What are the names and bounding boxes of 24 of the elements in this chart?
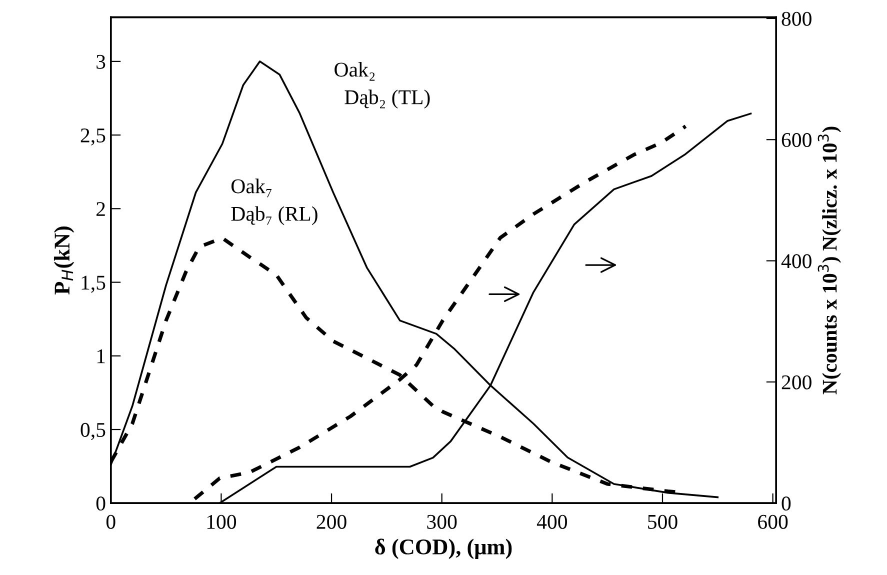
y-tick-label: 2,5 — [80, 128, 106, 146]
y-tick-label: 3 — [96, 54, 106, 69]
annotation: Oak₂ Dąb₂ (TL) — [334, 62, 430, 109]
x-tick-label: 300 — [427, 514, 457, 529]
y2-tick-label: 200 — [782, 375, 812, 390]
y-tick-label: 0 — [96, 496, 106, 511]
x-tick-label: 100 — [207, 514, 236, 529]
y2-tick-label: 400 — [781, 254, 812, 268]
x-tick-label: 200 — [316, 514, 346, 529]
x-tick-label: 500 — [648, 514, 678, 529]
annotation: Oak₇ Dąb₇ (RL) — [231, 178, 318, 226]
x-tick-label: 600 — [758, 514, 788, 529]
y-tick-label: 0,5 — [80, 422, 106, 440]
y2-tick-label: 600 — [782, 133, 812, 148]
y2-tick-label: 0 — [782, 496, 791, 511]
y2-axis-title: N(counts x 10$^{3}$) N(zlicz. x 10$^{3}$) — [818, 126, 842, 394]
y-tick-label: 1 — [97, 349, 105, 364]
x-axis-title: δ (COD), (μm) — [375, 538, 512, 559]
y-tick-label: 2 — [96, 202, 105, 216]
y-axis-title: P$_{H}$(kN) — [54, 226, 74, 294]
y-tick-label: 1,5 — [82, 276, 106, 293]
x-tick-label: 400 — [536, 514, 567, 529]
x-tick-label: 0 — [106, 514, 116, 529]
y2-tick-label: 800 — [782, 12, 812, 26]
